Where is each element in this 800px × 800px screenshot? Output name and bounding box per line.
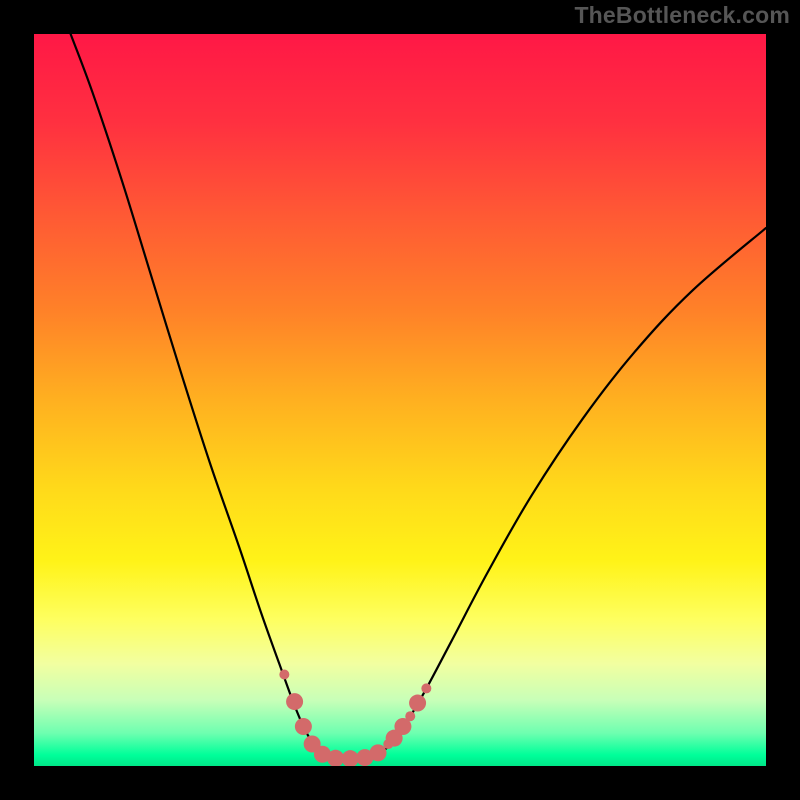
data-marker: [286, 693, 303, 710]
data-marker: [279, 670, 289, 680]
data-marker: [295, 718, 312, 735]
data-marker: [370, 744, 387, 761]
bottleneck-chart: [0, 0, 800, 800]
data-marker: [421, 683, 431, 693]
plot-background: [34, 34, 766, 766]
data-marker: [405, 711, 415, 721]
root-stage: TheBottleneck.com: [0, 0, 800, 800]
data-marker: [327, 750, 344, 767]
data-marker: [409, 695, 426, 712]
watermark-text: TheBottleneck.com: [574, 2, 790, 29]
data-marker: [342, 750, 359, 767]
